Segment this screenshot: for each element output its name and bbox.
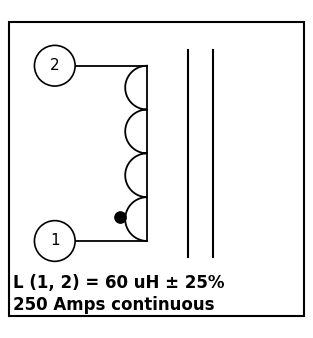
Text: 2: 2 (50, 58, 59, 73)
Text: 1: 1 (50, 234, 59, 248)
Circle shape (34, 221, 75, 261)
Circle shape (115, 212, 126, 223)
Circle shape (34, 45, 75, 86)
Text: 250 Amps continuous: 250 Amps continuous (13, 296, 214, 314)
Text: L (1, 2) = 60 uH ± 25%: L (1, 2) = 60 uH ± 25% (13, 274, 224, 292)
